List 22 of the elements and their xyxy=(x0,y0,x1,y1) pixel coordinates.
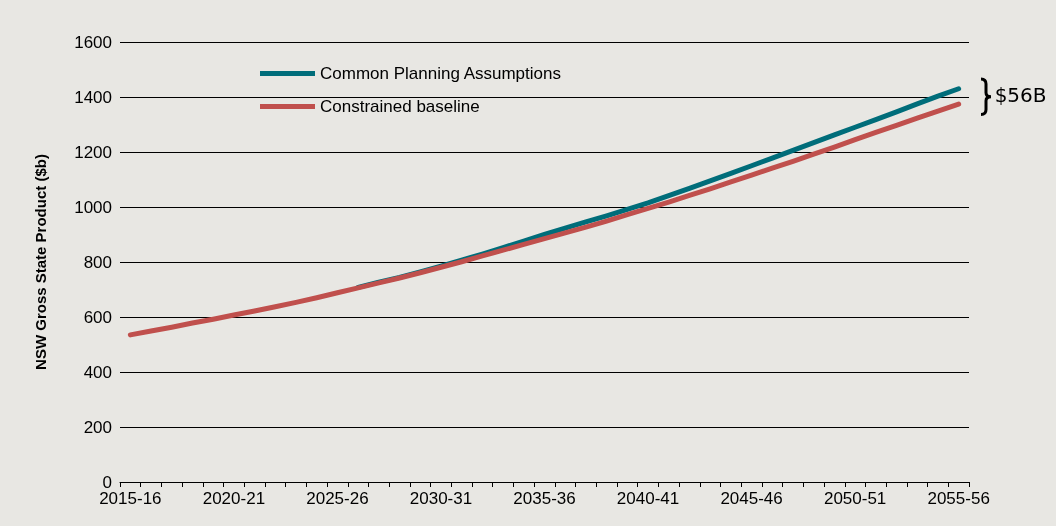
text: $56B xyxy=(994,83,1047,108)
y-tick-label: 600 xyxy=(83,307,112,327)
x-tick-label: 2055-56 xyxy=(927,489,990,508)
y-tick-label: 1000 xyxy=(74,197,112,217)
x-tick-label: 2025-26 xyxy=(306,489,369,508)
legend-label: Constrained baseline xyxy=(320,97,480,116)
y-tick-label: 1600 xyxy=(74,32,112,52)
y-tick-label: 0 xyxy=(102,472,112,492)
y-axis-title: NSW Gross State Product ($b) xyxy=(32,154,49,370)
legend-label: Common Planning Assumptions xyxy=(320,64,561,83)
x-tick-label: 2045-46 xyxy=(720,489,783,508)
y-tick-label: 400 xyxy=(83,362,112,382)
y-tick-label: 200 xyxy=(83,417,112,437)
x-tick-label: 2015-16 xyxy=(99,489,162,508)
x-tick-label: 2035-36 xyxy=(513,489,576,508)
y-tick-label: 1400 xyxy=(74,87,112,107)
x-tick-label: 2030-31 xyxy=(409,489,473,508)
x-tick-label: 2020-21 xyxy=(202,489,266,508)
y-tick-label: 800 xyxy=(83,252,112,272)
y-tick-label: 1200 xyxy=(74,142,112,162)
x-tick-label: 2050-51 xyxy=(823,489,887,508)
x-tick-label: 2040-41 xyxy=(616,489,680,508)
